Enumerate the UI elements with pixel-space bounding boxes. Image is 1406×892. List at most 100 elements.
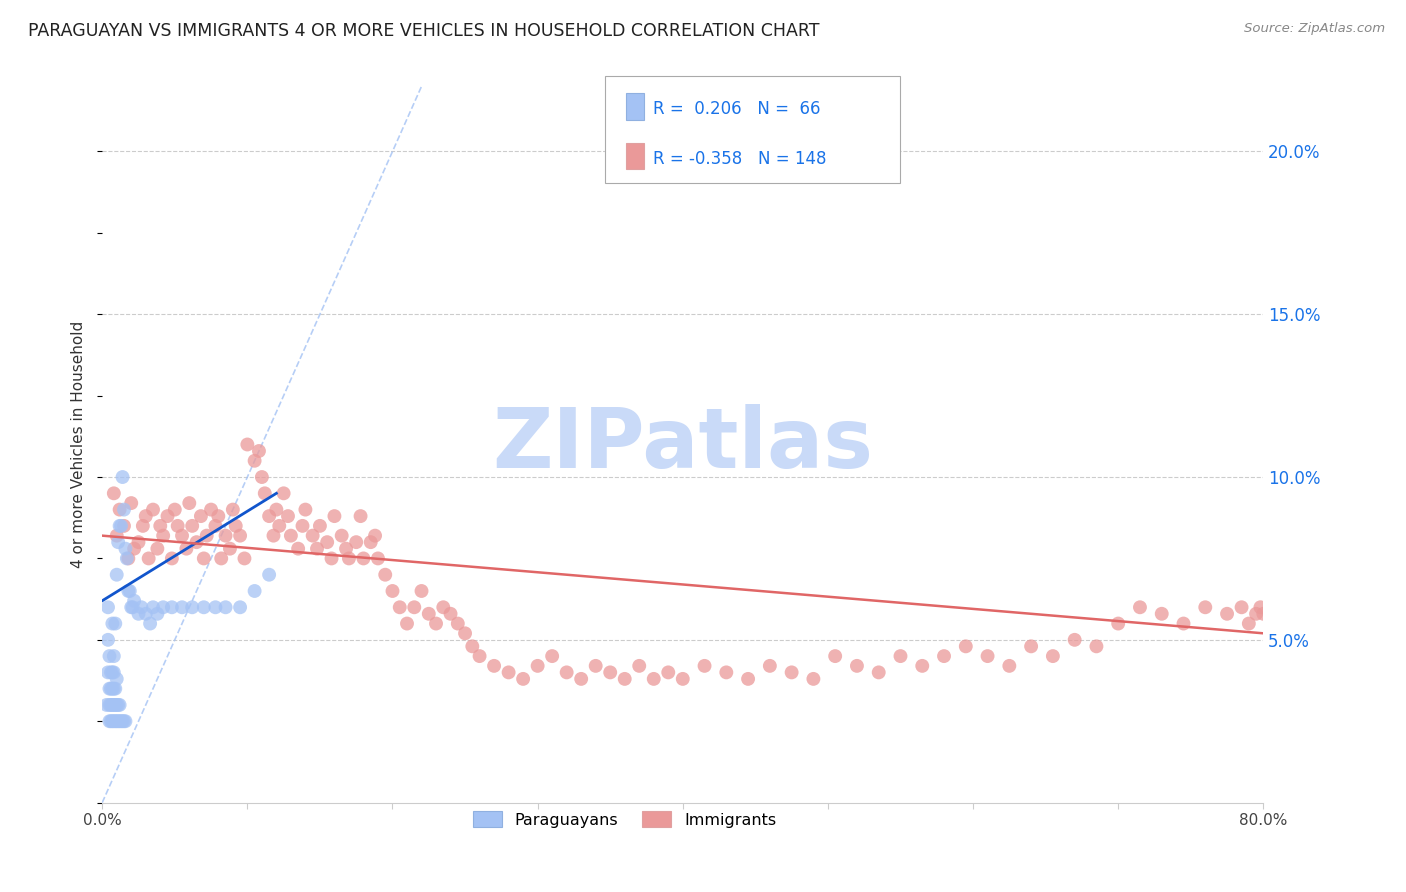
Point (1237, 616, 1260, 631)
Point (803, 672, 825, 686)
Y-axis label: 4 or more Vehicles in Household: 4 or more Vehicles in Household (72, 321, 86, 568)
Point (163, 502, 186, 516)
Point (108, 714, 131, 729)
Point (152, 528, 174, 542)
Point (613, 672, 636, 686)
Point (411, 584, 433, 599)
Point (179, 496, 201, 510)
Text: Source: ZipAtlas.com: Source: ZipAtlas.com (1244, 22, 1385, 36)
Point (309, 519, 332, 533)
Point (122, 593, 145, 607)
Point (204, 519, 226, 533)
Point (381, 584, 404, 599)
Point (121, 600, 143, 615)
Point (716, 665, 738, 680)
Point (103, 486, 125, 500)
Point (114, 541, 136, 556)
Point (1150, 607, 1173, 621)
Point (103, 649, 125, 664)
Point (104, 714, 127, 729)
Point (447, 616, 470, 631)
Point (105, 672, 128, 686)
Point (97, 600, 120, 615)
Point (117, 551, 139, 566)
Point (101, 616, 124, 631)
Point (247, 444, 270, 458)
Point (301, 528, 323, 542)
Point (269, 519, 291, 533)
Point (672, 672, 695, 686)
Point (395, 616, 418, 631)
Point (128, 535, 150, 549)
Point (108, 519, 131, 533)
Point (287, 541, 309, 556)
Point (138, 551, 160, 566)
Point (976, 649, 998, 664)
Point (160, 551, 183, 566)
Point (104, 616, 127, 631)
Point (104, 681, 127, 696)
Text: ZIPatlas: ZIPatlas (492, 404, 873, 485)
Point (468, 649, 491, 664)
Text: R = -0.358   N = 148: R = -0.358 N = 148 (652, 150, 827, 168)
Point (257, 567, 280, 582)
Point (135, 509, 157, 524)
Point (229, 600, 252, 615)
Point (498, 665, 520, 680)
Point (243, 454, 266, 468)
Point (105, 714, 128, 729)
Point (374, 567, 396, 582)
Point (128, 607, 150, 621)
Point (118, 584, 141, 599)
Point (108, 698, 131, 712)
Point (122, 541, 145, 556)
Text: PARAGUAYAN VS IMMIGRANTS 4 OR MORE VEHICLES IN HOUSEHOLD CORRELATION CHART: PARAGUAYAN VS IMMIGRANTS 4 OR MORE VEHIC… (28, 22, 820, 40)
Point (101, 714, 124, 729)
Point (461, 640, 484, 654)
Point (209, 551, 232, 566)
Point (132, 519, 155, 533)
Point (107, 535, 129, 549)
Point (404, 600, 426, 615)
Point (100, 698, 122, 712)
Point (110, 519, 132, 533)
Point (693, 658, 716, 673)
Point (273, 486, 295, 500)
Point (219, 541, 242, 556)
Point (112, 714, 135, 729)
Point (108, 502, 131, 516)
Point (114, 714, 136, 729)
Point (214, 600, 236, 615)
Point (100, 665, 122, 680)
Point (294, 502, 316, 516)
Point (115, 551, 138, 566)
Point (335, 541, 357, 556)
Point (229, 528, 252, 542)
Text: R =  0.206   N =  66: R = 0.206 N = 66 (652, 100, 820, 118)
Point (149, 519, 172, 533)
Point (277, 509, 299, 524)
Point (657, 665, 679, 680)
Point (193, 551, 215, 566)
Point (388, 600, 411, 615)
Point (316, 535, 339, 549)
Point (911, 658, 934, 673)
Point (1194, 600, 1216, 615)
Point (585, 658, 607, 673)
Point (181, 600, 204, 615)
Point (541, 649, 564, 664)
Point (780, 665, 803, 680)
Point (101, 665, 124, 680)
Point (643, 672, 665, 686)
Point (868, 665, 890, 680)
Point (107, 714, 129, 729)
Point (323, 509, 346, 524)
Point (353, 551, 375, 566)
Point (120, 496, 142, 510)
Point (160, 600, 183, 615)
Point (243, 584, 266, 599)
Point (135, 607, 157, 621)
Point (120, 600, 142, 615)
Point (824, 649, 846, 664)
Point (250, 470, 273, 484)
